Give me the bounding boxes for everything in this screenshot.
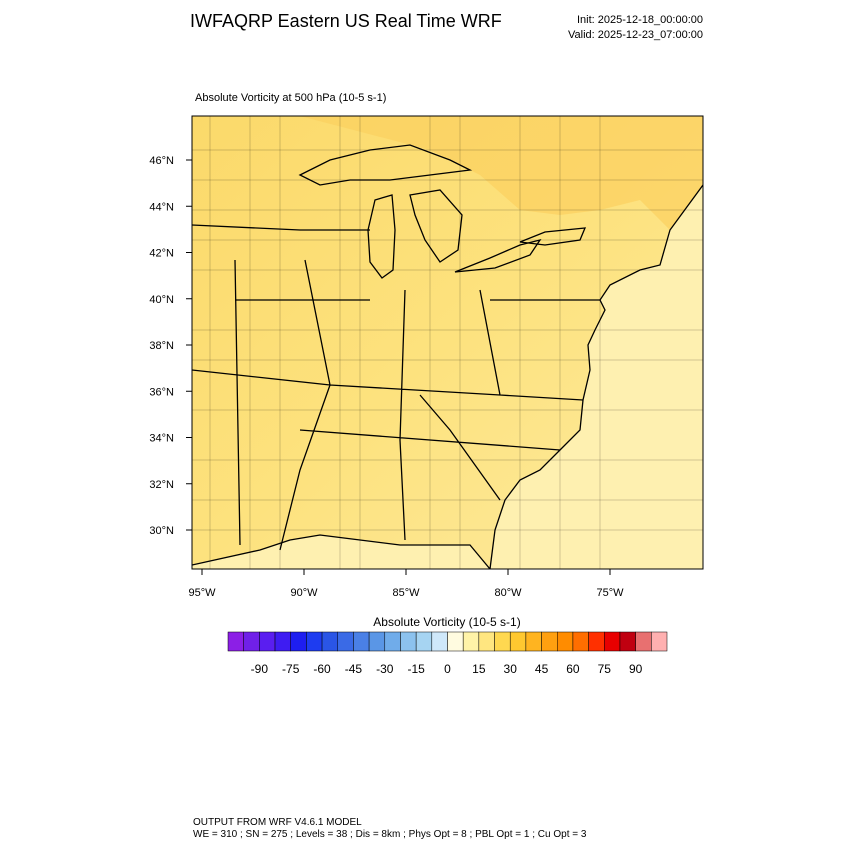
colorbar-tick-label: 90 [629, 662, 643, 676]
longitude-labels: 95°W 90°W 85°W 80°W 75°W [188, 569, 624, 599]
colorbar-box [635, 631, 652, 652]
lon-label: 85°W [392, 587, 420, 599]
colorbar-box [400, 631, 417, 652]
lon-label: 95°W [188, 587, 216, 599]
init-time: Init: 2025-12-18_00:00:00 [577, 14, 703, 26]
colorbar-box [541, 631, 558, 652]
valid-time: Valid: 2025-12-23_07:00:00 [568, 29, 703, 41]
colorbar-box [337, 631, 354, 652]
colorbar-box [588, 631, 605, 652]
colorbar-tick-label: 0 [444, 662, 451, 676]
colorbar-tick-label: 60 [566, 662, 580, 676]
lat-label: 46°N [149, 155, 174, 167]
colorbar-box [353, 631, 370, 652]
latitude-labels: 46°N 44°N 42°N 40°N 38°N 36°N 34°N 32°N 30°N [149, 155, 192, 537]
colorbar-box [525, 631, 542, 652]
title: IWFAQRP Eastern US Real Time WRF [190, 11, 502, 31]
colorbar-box [431, 631, 448, 652]
colorbar-box [494, 631, 511, 652]
lon-label: 75°W [596, 587, 624, 599]
lat-label: 44°N [149, 201, 174, 213]
colorbar-box [290, 631, 307, 652]
colorbar-box [306, 631, 323, 652]
colorbar-box [462, 631, 480, 652]
footer-line: WE = 310 ; SN = 275 ; Levels = 38 ; Dis … [193, 829, 587, 840]
lat-label: 40°N [149, 294, 174, 306]
lat-label: 32°N [149, 479, 174, 491]
footer-line: OUTPUT FROM WRF V4.6.1 MODEL [193, 817, 362, 828]
plot-title: Absolute Vorticity at 500 hPa (10-5 s-1) [195, 92, 386, 104]
lat-label: 34°N [149, 433, 174, 445]
colorbar-box [227, 631, 244, 652]
colorbar-tick-label: -45 [345, 662, 363, 676]
colorbar-tick-label: -75 [282, 662, 300, 676]
colorbar-tick-label: 15 [472, 662, 486, 676]
colorbar-tick-label: 75 [598, 662, 612, 676]
colorbar-title: Absolute Vorticity (10-5 s-1) [373, 615, 520, 629]
colorbar-box [557, 631, 574, 652]
map [192, 116, 703, 569]
colorbar-tick-label: 30 [504, 662, 518, 676]
lon-label: 90°W [290, 587, 318, 599]
colorbar-box [321, 631, 339, 652]
colorbar-tick-label: -15 [407, 662, 425, 676]
colorbar-box [447, 631, 464, 652]
colorbar-tick-label: -30 [376, 662, 394, 676]
colorbar-box [619, 631, 636, 652]
colorbar-tick-label: -60 [313, 662, 331, 676]
colorbar-box [368, 631, 386, 652]
lat-label: 36°N [149, 386, 174, 398]
colorbar-box [478, 631, 495, 652]
colorbar-box [651, 631, 668, 652]
colorbar-box [274, 631, 291, 652]
colorbar-box [259, 631, 276, 652]
colorbar-box [415, 631, 433, 652]
lat-label: 38°N [149, 340, 174, 352]
lon-label: 80°W [494, 587, 522, 599]
colorbar-box [604, 631, 621, 652]
colorbar-tick-label: 45 [535, 662, 549, 676]
colorbar-box [572, 631, 589, 652]
lat-label: 30°N [149, 525, 174, 537]
colorbar-box [509, 631, 527, 652]
lat-label: 42°N [149, 248, 174, 260]
colorbar: -90 -75 -60 -45 -30 -15 0 15 30 45 60 75 90 [227, 631, 668, 676]
colorbar-box [243, 631, 260, 652]
colorbar-tick-label: -90 [251, 662, 269, 676]
map-frame [191, 115, 704, 570]
colorbar-box [384, 631, 401, 652]
